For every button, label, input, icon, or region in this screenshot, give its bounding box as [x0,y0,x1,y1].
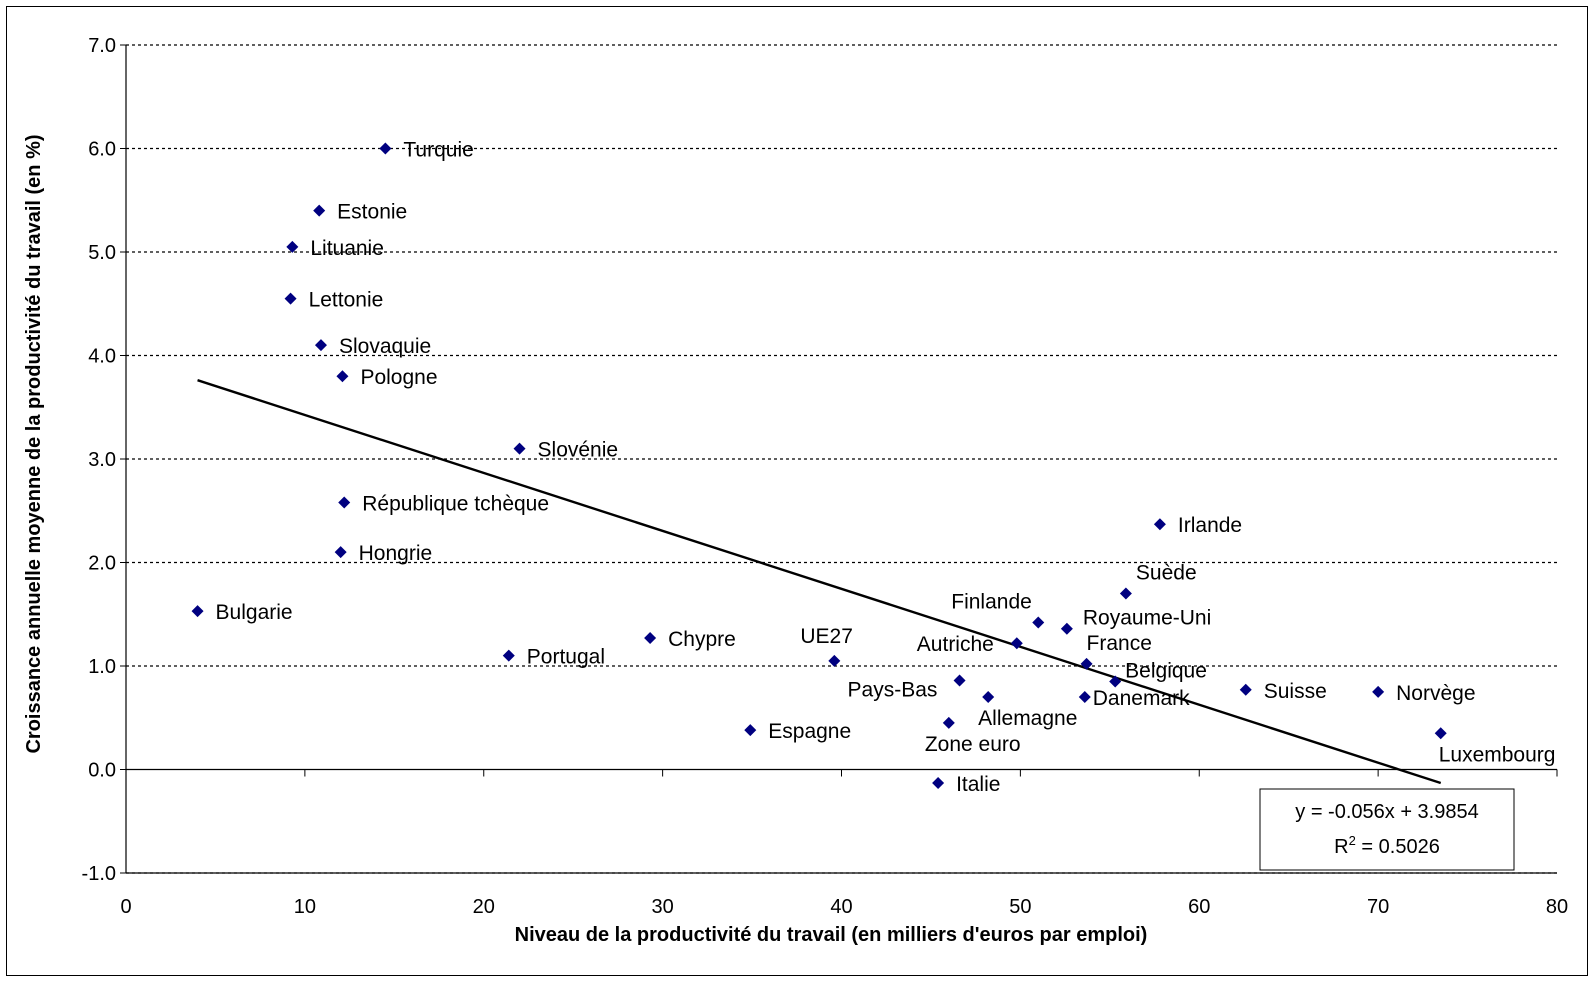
data-point [336,370,349,383]
data-label: Pays-Bas [848,678,938,701]
data-point [1153,518,1166,531]
axes [120,44,1558,874]
y-tick-label: 7.0 [88,35,116,57]
data-label: République tchèque [362,492,549,515]
data-label: Suisse [1264,680,1327,703]
trendline-equation: y = -0.056x + 3.9854 [1295,801,1478,823]
y-axis-title: Croissance annuelle moyenne de la produc… [23,134,45,753]
y-tick-label: 5.0 [88,242,116,264]
y-tick-label: 4.0 [88,346,116,368]
y-tick-label: -1.0 [82,863,116,885]
data-label: Bulgarie [216,601,293,624]
data-label: Norvège [1396,682,1475,705]
x-tick-label: 30 [652,896,674,918]
r-squared-value: = 0.5026 [1356,836,1440,858]
data-point [314,339,327,352]
data-point [953,674,966,687]
data-label: Slovaquie [339,335,431,358]
r-squared-prefix: R [1334,836,1348,858]
data-label: Finlande [951,591,1032,614]
x-axis-title: Niveau de la productivité du travail (en… [515,924,1148,946]
data-point [942,716,955,729]
data-point [932,776,945,789]
x-tick-label: 20 [473,896,495,918]
equation-box: y = -0.056x + 3.9854 R2 = 0.5026 [1259,788,1515,871]
data-label: Allemagne [978,707,1077,730]
data-label: Royaume-Uni [1083,607,1211,630]
data-label: Chypre [668,628,736,651]
data-point [1119,587,1132,600]
r-squared-exponent: 2 [1349,833,1356,848]
point-labels: Turquie Estonie Lituanie Lettonie Slovaquie P… [216,139,1556,796]
data-label: Belgique [1125,660,1207,683]
data-label: Suède [1136,562,1197,585]
data-point [284,292,297,305]
data-point [334,546,347,559]
data-point [338,496,351,509]
data-point [313,204,326,217]
data-point [828,654,841,667]
data-point [1109,675,1122,688]
data-label: Italie [956,773,1000,796]
x-tick-label: 40 [830,896,852,918]
data-label: Zone euro [925,733,1021,756]
x-tick-label: 80 [1546,896,1568,918]
data-label: France [1087,632,1152,655]
equation-box-border [1259,788,1515,871]
data-point [1239,683,1252,696]
x-tick-labels: 0 10 20 30 40 50 60 70 80 [120,896,1568,918]
y-tick-label: 0.0 [88,760,116,782]
y-tick-labels: -1.0 0.0 1.0 2.0 3.0 4.0 5.0 6.0 7.0 [82,35,116,885]
trendline [197,379,1442,785]
data-point [1032,616,1045,629]
r-squared-text: R2 = 0.5026 [1334,833,1440,858]
data-label: Portugal [527,646,605,669]
data-point [191,605,204,618]
data-label: UE27 [800,625,853,648]
data-point [644,632,657,645]
x-tick-label: 0 [120,896,131,918]
x-tick-label: 70 [1367,896,1389,918]
x-tick-label: 60 [1188,896,1210,918]
data-label: Danemark [1093,687,1190,710]
gridlines [126,44,1557,874]
data-label: Turquie [403,139,473,162]
data-point [1434,727,1447,740]
trendline-group [197,379,1442,785]
data-label: Slovénie [538,439,619,462]
data-point [502,649,515,662]
y-tick-label: 2.0 [88,553,116,575]
data-point [1080,657,1093,670]
data-label: Irlande [1178,514,1242,537]
data-label: Hongrie [359,542,433,565]
data-label: Lituanie [310,237,384,260]
y-tick-label: 1.0 [88,656,116,678]
data-point [1010,637,1023,650]
data-point [1372,685,1385,698]
data-label: Estonie [337,201,407,224]
data-point [379,142,392,155]
x-tick-label: 10 [294,896,316,918]
data-point [513,442,526,455]
data-label: Autriche [917,633,994,656]
data-point [744,724,757,737]
data-point [1078,691,1091,704]
data-point [982,691,995,704]
data-label: Lettonie [309,289,384,312]
data-point [1060,622,1073,635]
y-tick-label: 3.0 [88,449,116,471]
data-label: Luxembourg [1439,743,1556,766]
data-point [286,240,299,253]
x-tick-label: 50 [1009,896,1031,918]
y-tick-label: 6.0 [88,139,116,161]
data-label: Pologne [360,366,437,389]
data-points [191,142,1447,789]
data-label: Espagne [768,720,851,743]
